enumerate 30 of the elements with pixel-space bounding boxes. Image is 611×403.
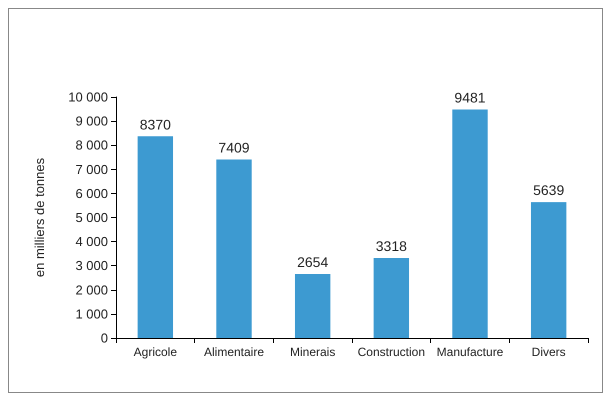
y-tick-label: 1 000 (75, 306, 108, 322)
y-tick-label: 9 000 (75, 114, 108, 129)
x-tick-label: Agricole (134, 345, 178, 359)
x-tick-label: Minerais (290, 345, 336, 359)
y-tick-label: 5 000 (75, 210, 108, 225)
data-label: 9481 (454, 90, 486, 106)
y-tick-label: 7 000 (75, 162, 108, 177)
x-tick-label: Alimentaire (204, 345, 264, 359)
y-tick-label: 2 000 (75, 282, 108, 298)
x-tick-label: Construction (358, 345, 426, 359)
data-label: 8370 (140, 116, 172, 132)
bar (530, 202, 566, 338)
bar (294, 274, 330, 338)
bar (138, 136, 174, 338)
y-tick-label: 3 000 (75, 258, 108, 274)
bar (452, 110, 488, 338)
data-label: 5639 (533, 182, 564, 198)
bar (374, 258, 410, 338)
x-tick-label: Divers (532, 345, 566, 359)
data-label: 3318 (376, 238, 408, 254)
y-tick-label: 4 000 (75, 234, 108, 250)
y-tick-label: 6 000 (75, 186, 108, 201)
y-tick-label: 10 000 (68, 90, 108, 104)
data-label: 7409 (218, 139, 250, 156)
bar (216, 159, 252, 338)
y-tick-label: 0 (100, 330, 108, 346)
y-axis-title: en milliers de tonnes (32, 157, 47, 278)
x-tick-label: Manufacture (436, 345, 504, 359)
data-label: 2654 (297, 254, 328, 270)
y-tick-label: 8 000 (75, 138, 108, 153)
